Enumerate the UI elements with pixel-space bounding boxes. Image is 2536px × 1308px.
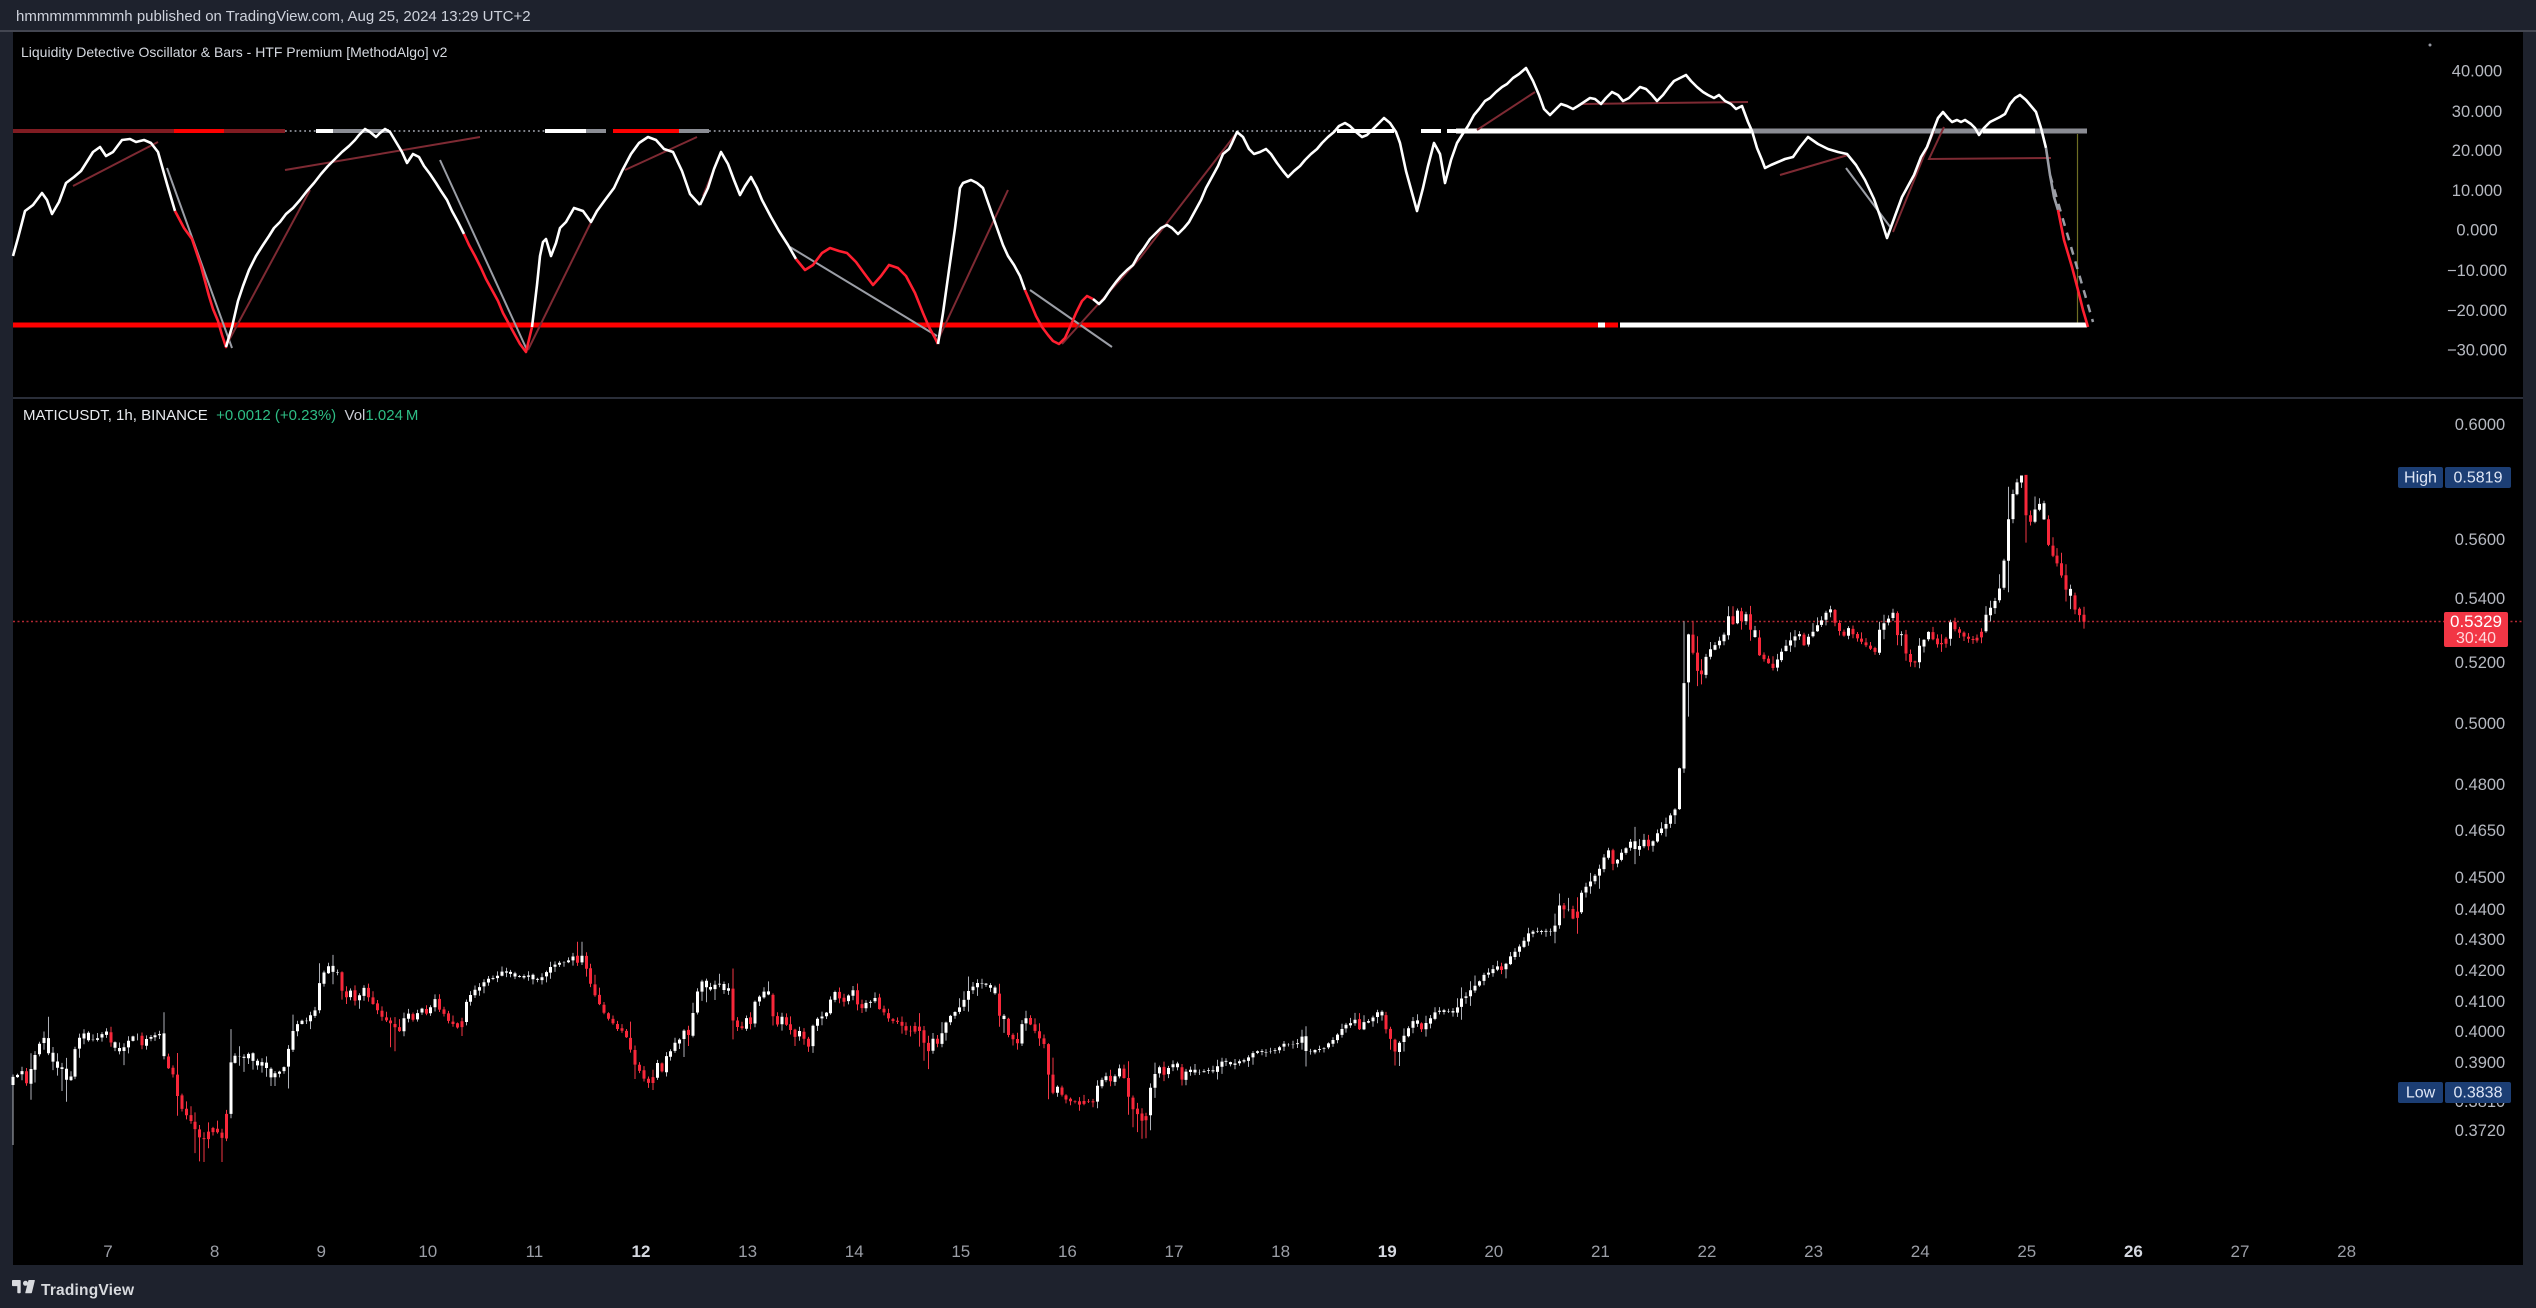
svg-text:26: 26 <box>2124 1242 2143 1261</box>
svg-text:16: 16 <box>1058 1242 1077 1261</box>
svg-text:21: 21 <box>1591 1242 1610 1261</box>
svg-text:8: 8 <box>210 1242 219 1261</box>
svg-text:7: 7 <box>103 1242 112 1261</box>
svg-text:Low: Low <box>2406 1085 2436 1102</box>
svg-text:0.3838: 0.3838 <box>2454 1085 2503 1102</box>
svg-text:22: 22 <box>1698 1242 1717 1261</box>
svg-text:0.000: 0.000 <box>2456 222 2497 240</box>
svg-text:0.5600: 0.5600 <box>2455 531 2505 549</box>
svg-text:9: 9 <box>316 1242 325 1261</box>
svg-text:−10.000: −10.000 <box>2447 262 2507 280</box>
svg-text:0.4100: 0.4100 <box>2455 993 2505 1011</box>
svg-text:−20.000: −20.000 <box>2447 302 2507 320</box>
svg-text:23: 23 <box>1804 1242 1823 1261</box>
svg-text:40.000: 40.000 <box>2452 63 2502 81</box>
svg-text:High: High <box>2404 470 2437 487</box>
svg-text:0.4200: 0.4200 <box>2455 962 2505 980</box>
svg-text:0.5819: 0.5819 <box>2454 470 2503 487</box>
svg-text:30:40: 30:40 <box>2456 630 2496 647</box>
svg-text:0.4800: 0.4800 <box>2455 776 2505 794</box>
svg-text:0.4400: 0.4400 <box>2455 901 2505 919</box>
svg-text:14: 14 <box>845 1242 864 1261</box>
svg-text:0.4650: 0.4650 <box>2455 822 2505 840</box>
svg-text:24: 24 <box>1911 1242 1930 1261</box>
svg-text:−30.000: −30.000 <box>2447 342 2507 360</box>
svg-text:28: 28 <box>2337 1242 2356 1261</box>
svg-text:17: 17 <box>1165 1242 1184 1261</box>
svg-text:11: 11 <box>526 1242 544 1261</box>
svg-text:0.5200: 0.5200 <box>2455 654 2505 672</box>
svg-text:0.4500: 0.4500 <box>2455 869 2505 887</box>
svg-text:15: 15 <box>951 1242 970 1261</box>
svg-text:25: 25 <box>2017 1242 2036 1261</box>
svg-text:20.000: 20.000 <box>2452 142 2502 160</box>
svg-text:0.3900: 0.3900 <box>2455 1054 2505 1072</box>
svg-text:0.3720: 0.3720 <box>2455 1122 2505 1140</box>
svg-text:12: 12 <box>632 1242 651 1261</box>
svg-text:20: 20 <box>1484 1242 1503 1261</box>
svg-text:13: 13 <box>738 1242 757 1261</box>
svg-text:27: 27 <box>2231 1242 2250 1261</box>
svg-text:0.4000: 0.4000 <box>2455 1023 2505 1041</box>
svg-text:18: 18 <box>1271 1242 1290 1261</box>
svg-text:10: 10 <box>418 1242 437 1261</box>
svg-text:0.5400: 0.5400 <box>2455 590 2505 608</box>
svg-text:10.000: 10.000 <box>2452 182 2502 200</box>
svg-text:30.000: 30.000 <box>2452 103 2502 121</box>
svg-text:0.6000: 0.6000 <box>2455 416 2505 434</box>
svg-text:0.5000: 0.5000 <box>2455 715 2505 733</box>
svg-text:0.4300: 0.4300 <box>2455 931 2505 949</box>
svg-text:19: 19 <box>1378 1242 1397 1261</box>
svg-text:0.5329: 0.5329 <box>2450 612 2502 631</box>
